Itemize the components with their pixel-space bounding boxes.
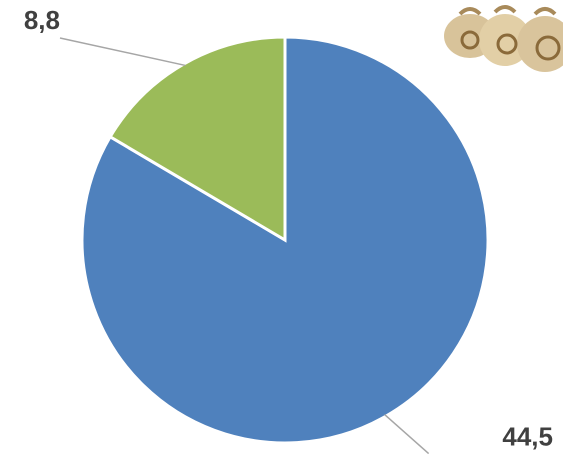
leader-line [59, 37, 186, 67]
data-label: 8,8 [24, 5, 60, 35]
money-bags-image [444, 5, 563, 72]
pie-slice [108, 35, 287, 243]
leader-line [384, 414, 430, 455]
data-label: 44,5 [502, 421, 553, 451]
